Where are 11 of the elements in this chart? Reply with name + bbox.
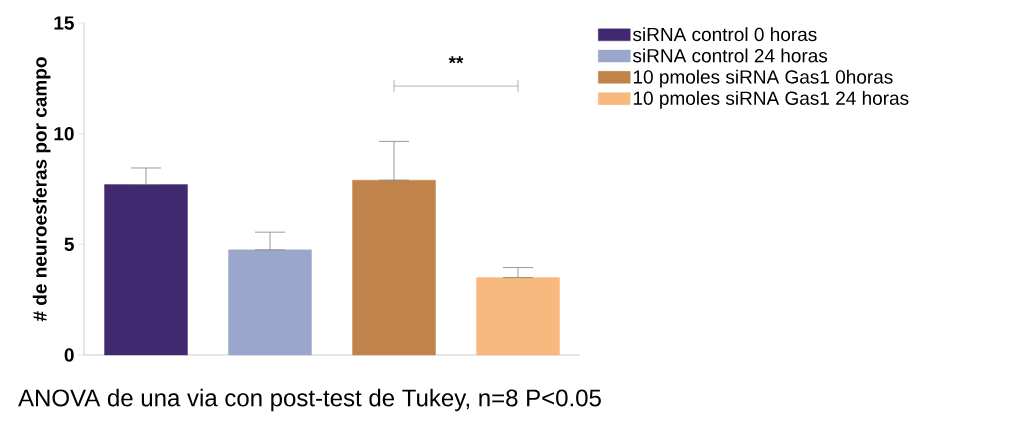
y-tick-label: 0 <box>64 348 74 362</box>
y-tick-label: 10 <box>54 126 74 141</box>
text: ANOVA de una via con post-test de Tukey, n=8 P<0.05 <box>18 388 601 412</box>
legend-label: siRNA control 24 horas <box>633 48 828 63</box>
legend-label: 10 pmoles siRNA Gas1 24 horas <box>633 91 909 109</box>
y-tick-label: 5 <box>64 237 74 251</box>
y-tick-label: 15 <box>54 16 74 30</box>
legend-label: siRNA control 0 horas <box>633 27 817 42</box>
legend-label: 10 pmoles siRNA Gas1 0horas <box>633 69 893 88</box>
annotation: ** <box>448 56 464 64</box>
y-axis-title: # de neuroesferas por campo <box>32 57 51 322</box>
